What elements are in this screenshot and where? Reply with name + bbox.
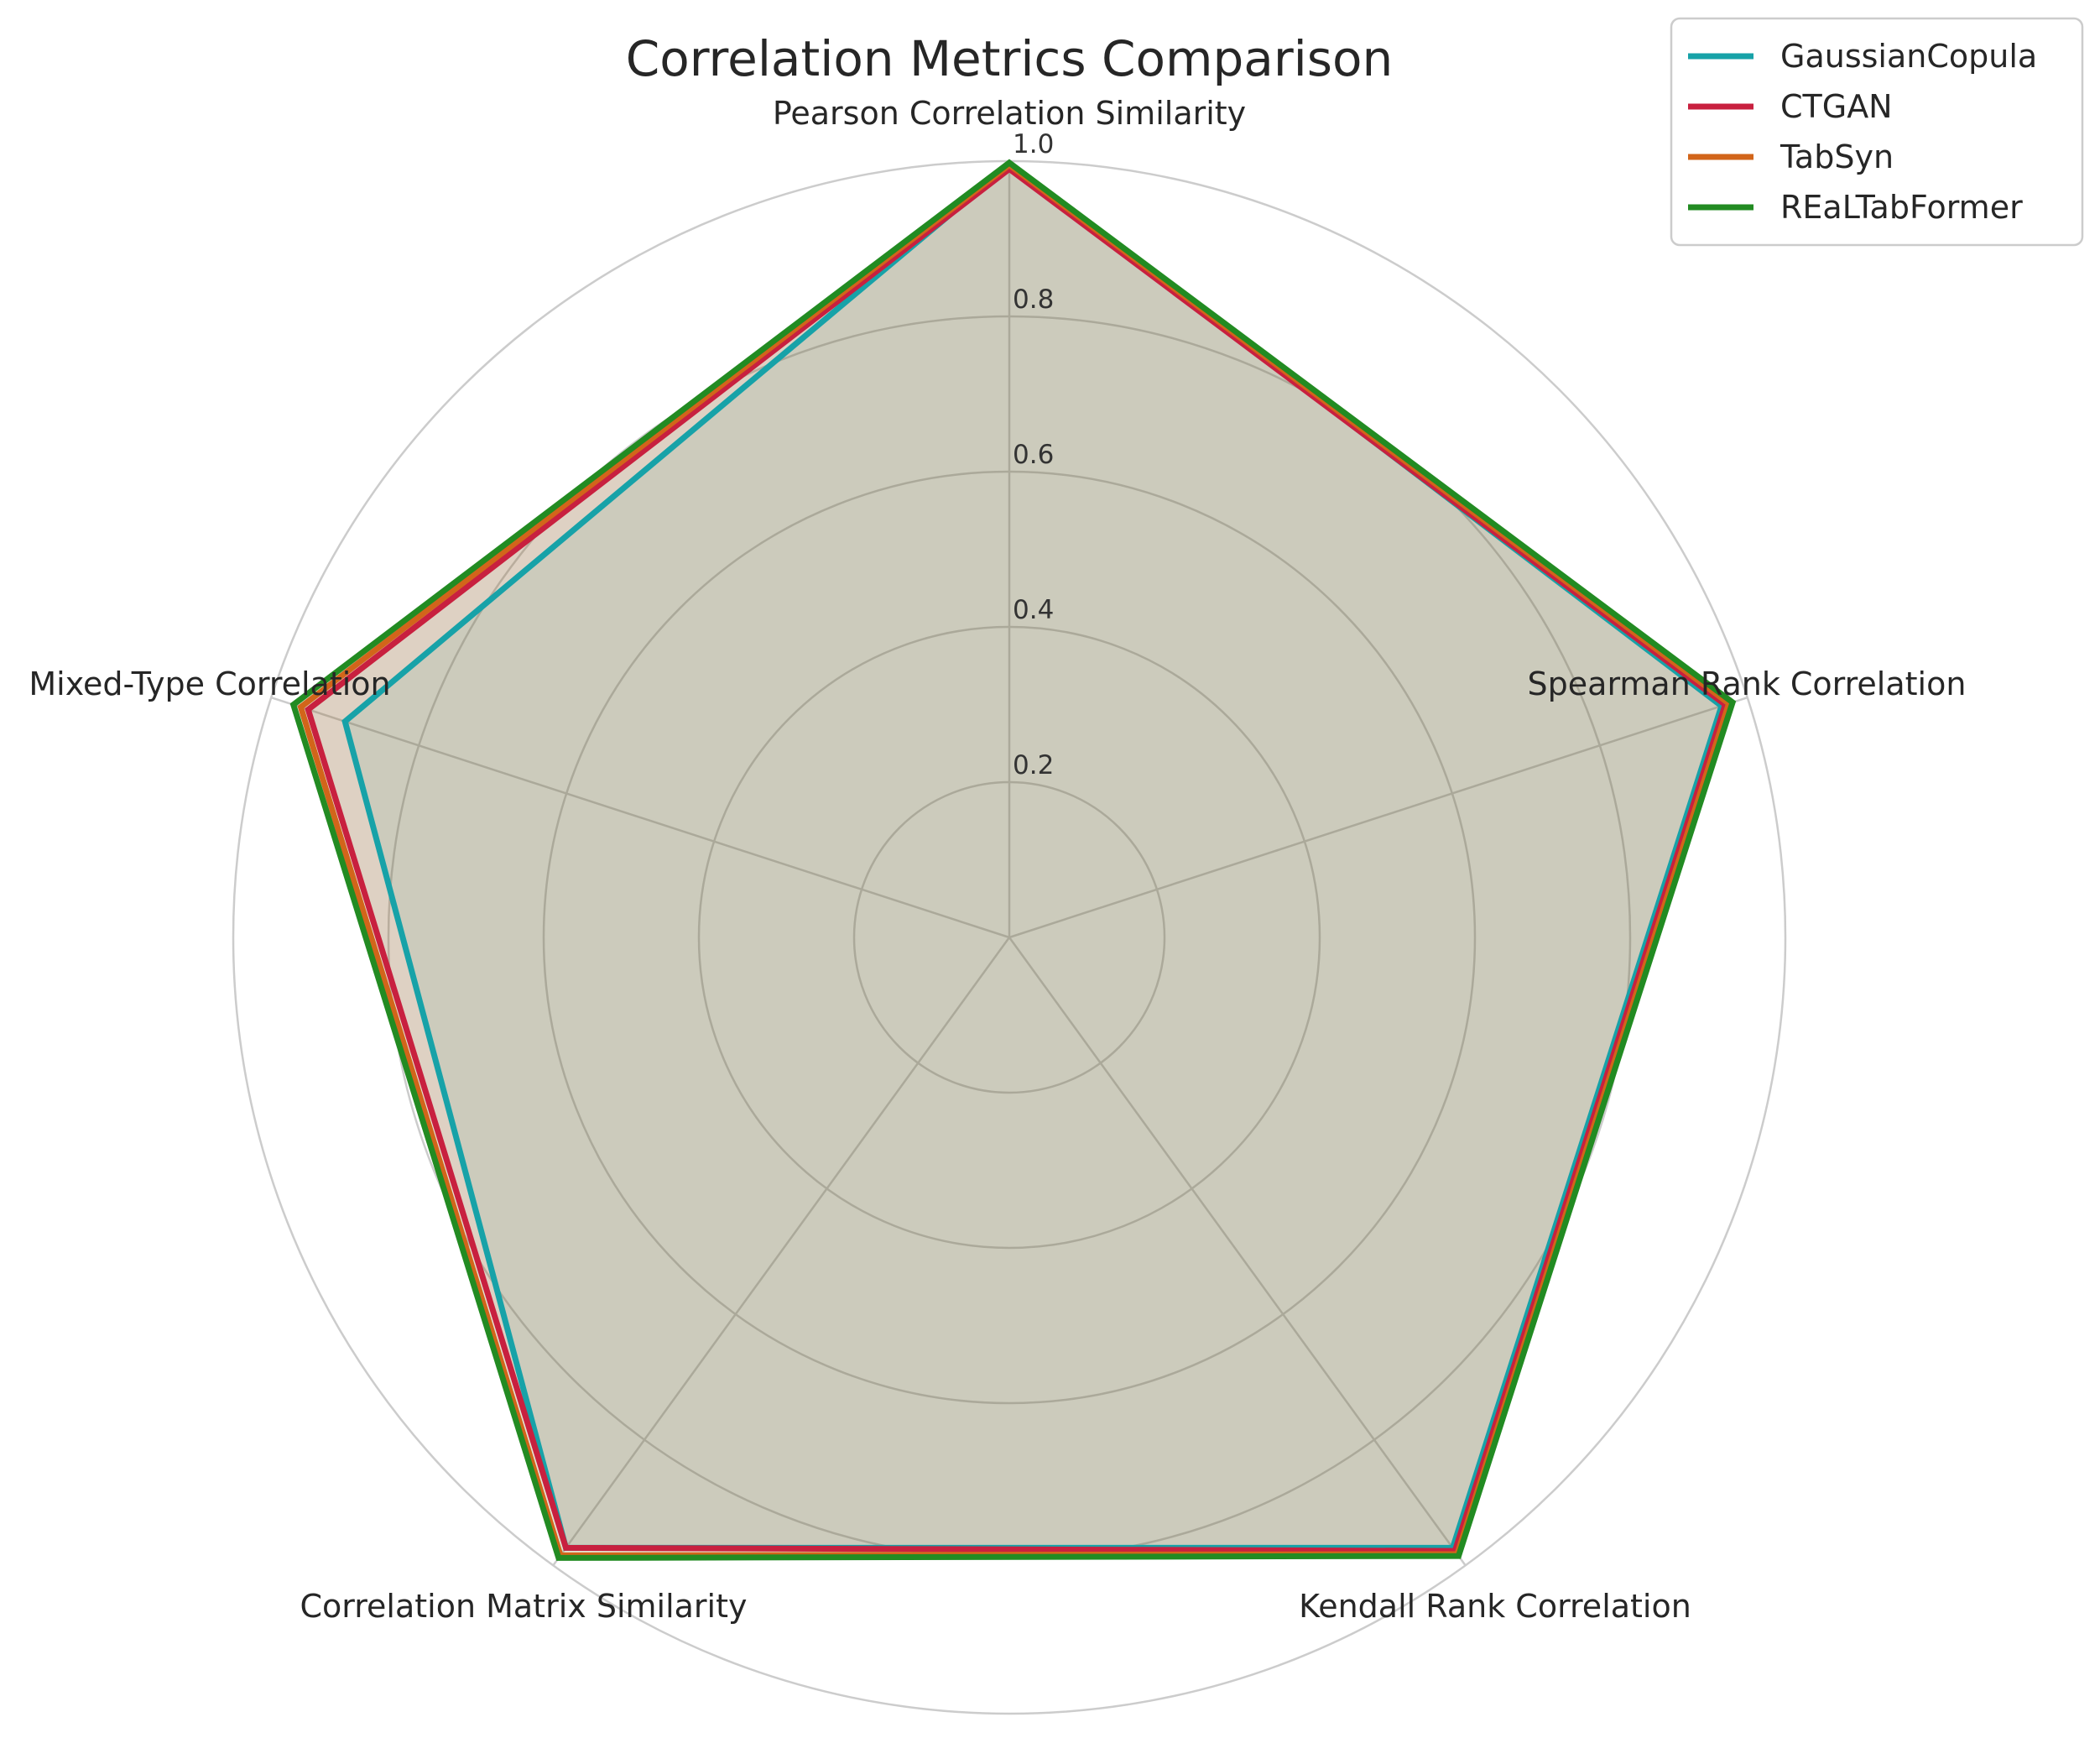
series-fill-gaussiancopula bbox=[345, 164, 1722, 1548]
axis-spoke bbox=[1008, 696, 1748, 939]
axis-label: Kendall Rank Correlation bbox=[1299, 1588, 1691, 1625]
radial-tick-label: 0.2 bbox=[1013, 750, 1054, 780]
series-lines bbox=[289, 159, 1737, 1561]
axis-label: Correlation Matrix Similarity bbox=[300, 1588, 747, 1625]
chart-title: Correlation Metrics Comparison bbox=[626, 30, 1394, 87]
series-fill-ctgan bbox=[308, 169, 1726, 1552]
axis-label: Spearman Rank Correlation bbox=[1528, 665, 1967, 702]
legend-label: GaussianCopula bbox=[1780, 38, 2037, 75]
axis-spoke bbox=[270, 696, 1010, 939]
radial-tick-label: 0.8 bbox=[1013, 284, 1054, 315]
series-fills bbox=[293, 162, 1733, 1558]
radial-tick-labels: 0.2 0.4 0.6 0.8 1.0 bbox=[1013, 129, 1054, 780]
axis-label: Pearson Correlation Similarity bbox=[773, 95, 1246, 132]
axis-spoke bbox=[1008, 937, 1467, 1567]
radial-tick-label: 1.0 bbox=[1013, 129, 1054, 159]
axis-label: Mixed-Type Correlation bbox=[29, 665, 390, 702]
axis-labels: Pearson Correlation Similarity Spearman R… bbox=[29, 95, 1966, 1625]
axis-spoke bbox=[552, 937, 1011, 1567]
series-fill-realtabformer bbox=[293, 162, 1733, 1558]
legend-label: CTGAN bbox=[1780, 88, 1893, 125]
legend-label: REaLTabFormer bbox=[1780, 189, 2023, 226]
legend-frame bbox=[1670, 17, 2084, 247]
legend-label: TabSyn bbox=[1780, 138, 1894, 175]
radial-tick-label: 0.4 bbox=[1013, 595, 1054, 625]
series-line-realtabformer bbox=[289, 159, 1737, 1561]
series-fill-tabsyn bbox=[300, 164, 1729, 1556]
radial-tick-label: 0.6 bbox=[1013, 440, 1054, 470]
legend: GaussianCopula CTGAN TabSyn REaLTabFormer bbox=[1670, 17, 2084, 247]
series-line-ctgan bbox=[305, 164, 1729, 1554]
